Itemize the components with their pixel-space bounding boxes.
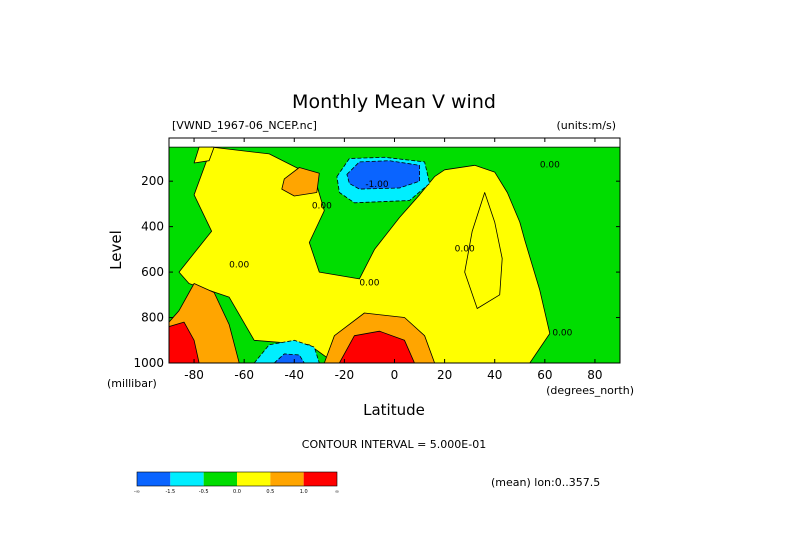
x-tick-label: -20 bbox=[335, 368, 355, 382]
mean-label: (mean) lon:0..357.5 bbox=[491, 476, 600, 489]
y-tick-label: 200 bbox=[141, 174, 164, 188]
contour-label-3: -1.00 bbox=[365, 180, 389, 190]
x-tick-label: -60 bbox=[234, 368, 254, 382]
colorbar-swatch bbox=[303, 472, 337, 486]
y-axis-title: Level bbox=[107, 230, 125, 270]
x-axis-title: Latitude bbox=[363, 401, 425, 419]
contour-region-12 bbox=[273, 353, 305, 363]
contour-label-6: 0.00 bbox=[552, 329, 572, 339]
dataset-label: [VWND_1967-06_NCEP.nc] bbox=[172, 119, 317, 132]
x-tick-label: 80 bbox=[587, 368, 602, 382]
contour-label-1: 0.00 bbox=[312, 201, 332, 211]
x-tick-label: 40 bbox=[487, 368, 502, 382]
y-tick-label: 400 bbox=[141, 220, 164, 234]
contour-region-3 bbox=[193, 146, 215, 164]
colorbar-label: -0.5 bbox=[199, 489, 209, 495]
contour-label-5: 0.00 bbox=[540, 161, 560, 171]
x-units-label: (degrees_north) bbox=[546, 384, 634, 397]
contour-region-1 bbox=[178, 146, 551, 363]
contour-region-4 bbox=[281, 167, 320, 197]
y-axis-ticks: 200 400 600 800 1000 bbox=[133, 174, 620, 370]
y-tick-label: 1000 bbox=[133, 356, 164, 370]
contour-labels: 0.00 0.00 0.00 -1.00 0.00 0.00 0.00 bbox=[229, 161, 573, 339]
chart-title: Monthly Mean V wind bbox=[292, 91, 496, 113]
x-tick-label: 60 bbox=[537, 368, 552, 382]
contour-region-11 bbox=[253, 339, 320, 363]
x-tick-label: -80 bbox=[184, 368, 204, 382]
y-tick-label: 800 bbox=[141, 311, 164, 325]
colorbar-label: ∞ bbox=[335, 489, 339, 495]
colorbar-swatch bbox=[170, 472, 204, 486]
contour-region-8 bbox=[338, 330, 415, 363]
contour-fill-regions bbox=[169, 146, 620, 363]
contour-label-2: 0.00 bbox=[359, 279, 379, 289]
colorbar-label: -1.5 bbox=[165, 489, 175, 495]
colorbar: -∞ -1.5 -0.5 0.0 0.5 1.0 ∞ bbox=[134, 471, 339, 495]
contour-region-10 bbox=[346, 160, 421, 190]
contour-label-0: 0.00 bbox=[229, 261, 249, 271]
contour-label-4: 0.00 bbox=[455, 245, 475, 255]
units-label: (units:m/s) bbox=[557, 119, 617, 132]
colorbar-label: 1.0 bbox=[300, 489, 308, 495]
colorbar-swatch bbox=[203, 472, 237, 486]
contour-interval-text: CONTOUR INTERVAL = 5.000E-01 bbox=[302, 438, 486, 451]
colorbar-swatch bbox=[237, 472, 271, 486]
colorbar-label: 0.0 bbox=[233, 489, 241, 495]
contour-region-2 bbox=[464, 192, 503, 309]
colorbar-swatch bbox=[137, 472, 171, 486]
y-tick-label: 600 bbox=[141, 265, 164, 279]
contour-region-7 bbox=[169, 321, 200, 363]
colorbar-frame bbox=[136, 471, 338, 487]
colorbar-label: -∞ bbox=[134, 489, 140, 495]
x-tick-label: -40 bbox=[284, 368, 304, 382]
x-tick-label: 20 bbox=[437, 368, 452, 382]
x-axis-ticks: -80 -60 -40 -20 0 20 40 60 80 bbox=[184, 138, 603, 382]
colorbar-swatch bbox=[270, 472, 304, 486]
colorbar-label: 0.5 bbox=[266, 489, 274, 495]
x-tick-label: 0 bbox=[391, 368, 399, 382]
y-units-label: (millibar) bbox=[107, 377, 157, 390]
